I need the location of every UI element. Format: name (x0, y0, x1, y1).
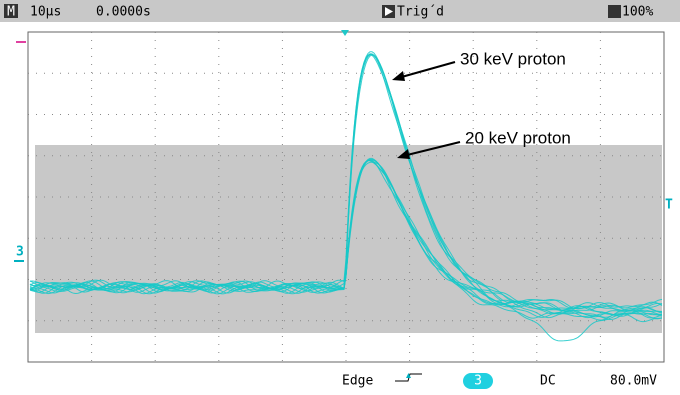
footer-channel: 3 (474, 374, 482, 389)
zoom-icon (608, 5, 621, 18)
position: 0.0000s (96, 5, 151, 20)
coupling: DC (540, 374, 556, 389)
oscilloscope-screen: M 10µs 0.0000s Trig´d 100% 3 T 30 keV pr… (0, 0, 680, 395)
zoom: 100% (622, 5, 653, 20)
trigger-level-marker: T (665, 198, 673, 213)
timebase: 10µs (30, 5, 61, 20)
volt-scale: 80.0mV (610, 374, 657, 389)
annotation: 20 keV proton (465, 128, 571, 147)
status: Trig´d (397, 5, 444, 20)
trigger-type: Edge (342, 374, 373, 389)
mode: M (7, 5, 15, 20)
channel-marker: 3 (16, 245, 24, 260)
annotation: 30 keV proton (460, 49, 566, 68)
